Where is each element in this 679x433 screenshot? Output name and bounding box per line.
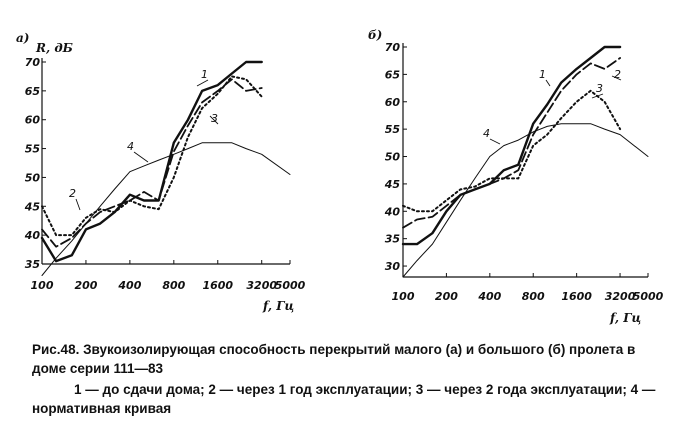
x-tick-label: 200 xyxy=(74,279,97,292)
x-tick-label: 800 xyxy=(522,290,545,303)
series-line-4 xyxy=(402,123,649,278)
curve-label-2: 2 xyxy=(614,68,621,81)
curve-label-leader xyxy=(611,75,622,81)
curve-label-leader xyxy=(75,198,81,211)
chart-panel-b: 30 35 40 45 50 55 60 65 70 100 200 400 800 1600 320050… xyxy=(368,28,664,325)
curve-label-1: 1 xyxy=(539,68,546,81)
x-tick-label: 400 xyxy=(117,279,141,292)
curve-label-2: 2 xyxy=(69,187,76,200)
y-tick-label: 55 xyxy=(25,143,41,156)
series-line-3 xyxy=(402,89,622,213)
y-tick-label: 60 xyxy=(25,114,41,127)
x-tick-label: 5000 xyxy=(633,290,664,303)
curve-label-1: 1 xyxy=(201,68,208,81)
caption-legend: 1 — до сдачи дома; 2 — через 1 год экспл… xyxy=(32,382,656,416)
caption-title: Рис.48. Звукоизолирующая способность пер… xyxy=(32,342,636,376)
x-axis-label: f, Гц xyxy=(262,299,294,313)
curve-label-leader xyxy=(591,93,604,99)
curve-label-3: 3 xyxy=(596,82,603,95)
y-tick-label: 40 xyxy=(24,229,41,242)
y-tick-label: 30 xyxy=(385,260,401,273)
figure-caption: Рис.48. Звукоизолирующая способность пер… xyxy=(32,340,672,418)
series-line-2 xyxy=(402,57,621,229)
panel-label: а) xyxy=(16,31,29,45)
x-tick-label: 3200 xyxy=(605,290,636,303)
x-tick-label: 400 xyxy=(477,290,501,303)
panel-label: б) xyxy=(368,28,382,42)
x-tick-label: 100 xyxy=(31,279,54,292)
y-tick-label: 55 xyxy=(385,123,401,136)
x-tick-label: 5000 xyxy=(275,279,306,292)
x-tick-label: 200 xyxy=(435,290,458,303)
series-line-1 xyxy=(40,60,263,263)
x-axis-label: f, Гц xyxy=(609,311,641,325)
y-tick-label: 50 xyxy=(25,171,41,184)
y-tick-label: 60 xyxy=(385,96,401,109)
y-tick-label: 50 xyxy=(385,151,401,164)
curve-label-3: 3 xyxy=(211,112,218,125)
curve-label-leader xyxy=(489,138,501,145)
y-tick-label: 65 xyxy=(385,68,401,81)
y-tick-label: 65 xyxy=(25,85,41,98)
y-tick-label: 45 xyxy=(384,178,401,191)
x-tick-label: 1600 xyxy=(561,290,592,303)
x-tick-label: 3200 xyxy=(246,279,277,292)
x-tick-label: 100 xyxy=(392,290,415,303)
x-tick-label: 1600 xyxy=(202,279,233,292)
y-axis-label: R, дБ xyxy=(35,41,73,55)
curve-label-4: 4 xyxy=(483,127,490,140)
curve-label-leader xyxy=(196,79,209,87)
curve-label-leader xyxy=(133,151,149,163)
y-tick-label: 70 xyxy=(25,56,41,69)
x-tick-label: 800 xyxy=(162,279,185,292)
series-line-1 xyxy=(401,45,622,246)
series-line-4 xyxy=(41,142,291,276)
y-tick-label: 45 xyxy=(24,200,41,213)
y-tick-label: 35 xyxy=(25,258,41,271)
chart-panel-a: 35 40 45 50 55 60 65 70 100 200 400 800 1600 32005000… xyxy=(16,31,306,313)
curve-label-4: 4 xyxy=(127,140,134,153)
y-tick-label: 40 xyxy=(384,205,401,218)
series-line-2 xyxy=(41,78,263,248)
y-tick-label: 35 xyxy=(385,233,401,246)
curve-label-leader xyxy=(545,79,551,87)
y-tick-label: 70 xyxy=(385,41,401,54)
series-line-3 xyxy=(41,75,263,237)
curve-label-leader xyxy=(209,115,219,125)
